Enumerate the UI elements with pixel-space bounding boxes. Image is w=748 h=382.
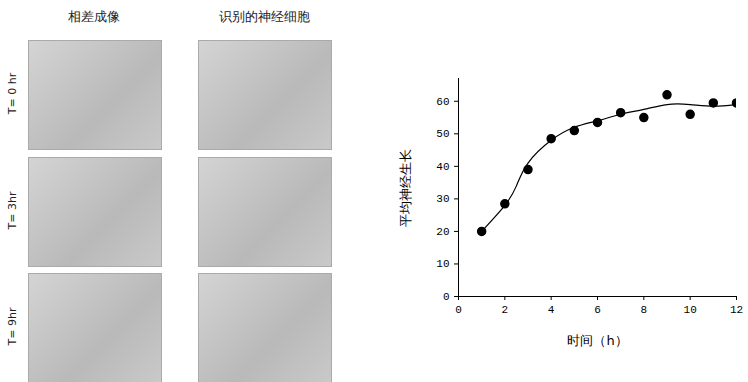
- html-text:相差成像: 相差成像: [68, 9, 120, 24]
- svg-text:10: 10: [684, 304, 697, 316]
- html-text:识别的神经细胞: 识别的神经细胞: [218, 9, 310, 24]
- svg-text:20: 20: [436, 226, 449, 238]
- html-text:T= 0 hr: T= 0 hr: [5, 72, 19, 115]
- svg-text:30: 30: [436, 193, 449, 205]
- svg-text:50: 50: [436, 128, 449, 140]
- html-text:T= 3hr: T= 3hr: [5, 191, 19, 230]
- svg-text:12: 12: [730, 304, 743, 316]
- svg-text:6: 6: [594, 304, 601, 316]
- svg-text:0: 0: [443, 291, 450, 303]
- svg-text:8: 8: [641, 304, 648, 316]
- html-text:T= 9hr: T= 9hr: [5, 307, 19, 346]
- svg-text:60: 60: [436, 96, 449, 108]
- svg-text:0: 0: [455, 304, 462, 316]
- svg-text:时间（h）: 时间（h）: [567, 333, 627, 348]
- svg-text:2: 2: [502, 304, 509, 316]
- svg-text:40: 40: [436, 161, 449, 173]
- svg-text:平均神经生长: 平均神经生长: [398, 149, 413, 227]
- svg-text:10: 10: [436, 258, 449, 270]
- svg-text:4: 4: [548, 304, 555, 316]
